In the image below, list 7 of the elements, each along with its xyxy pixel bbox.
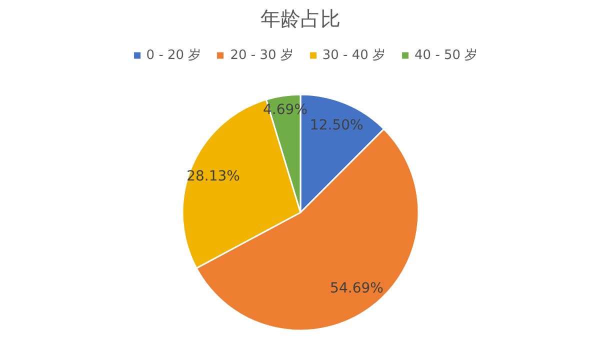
data-label: 54.69%	[330, 280, 384, 296]
legend-label: 0 - 20 岁	[146, 47, 202, 64]
data-label: 12.50%	[310, 117, 364, 134]
legend-label: 20 - 30 岁	[230, 47, 294, 64]
legend-label: 30 - 40 岁	[322, 47, 386, 64]
legend-label: 40 - 50 岁	[414, 47, 478, 64]
chart-title: 年龄占比	[260, 6, 340, 30]
